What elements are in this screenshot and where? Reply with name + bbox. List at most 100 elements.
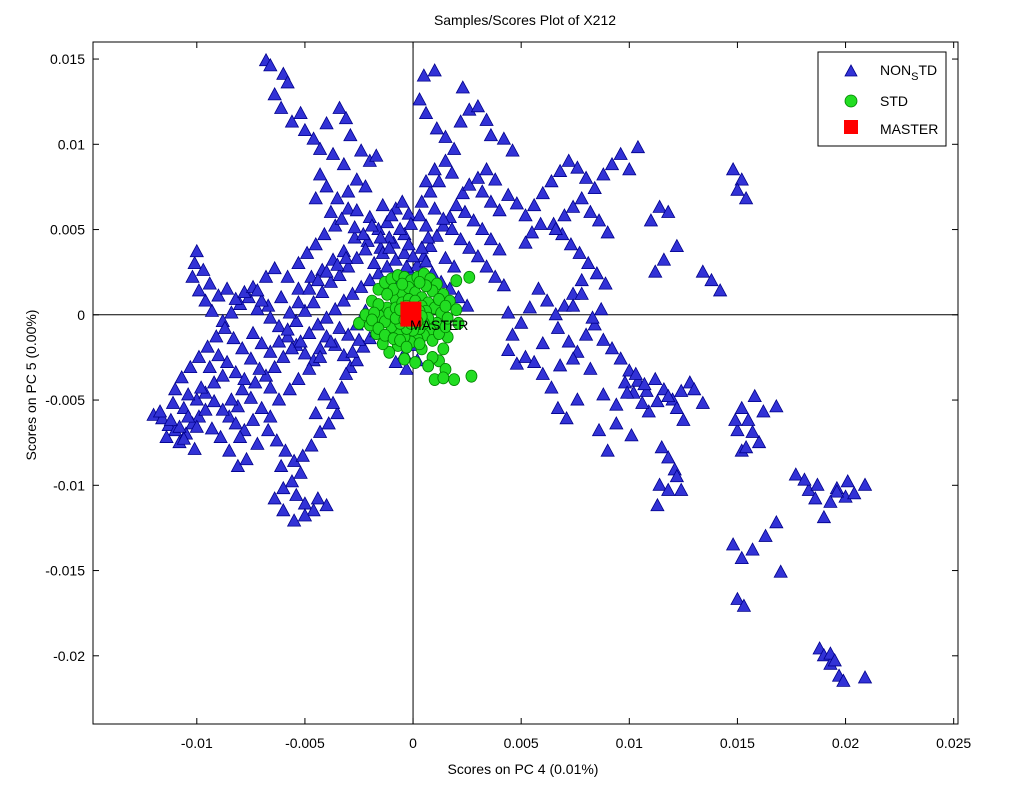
- point-nonstd: [585, 310, 600, 324]
- point-nonstd: [269, 433, 284, 447]
- point-nonstd: [455, 80, 470, 94]
- point-nonstd: [319, 497, 334, 512]
- point-nonstd: [319, 264, 334, 278]
- point-nonstd: [501, 305, 516, 319]
- point-nonstd: [661, 450, 676, 464]
- point-nonstd: [276, 480, 291, 495]
- point-nonstd: [745, 424, 760, 438]
- point-nonstd: [596, 387, 611, 401]
- point-nonstd: [185, 269, 200, 283]
- x-tick-label: 0.015: [720, 735, 755, 751]
- point-nonstd: [345, 286, 360, 300]
- legend-box: [817, 51, 947, 147]
- point-nonstd: [312, 349, 328, 363]
- point-nonstd: [687, 381, 702, 396]
- point-nonstd: [356, 339, 371, 353]
- point-nonstd: [263, 380, 278, 394]
- point-nonstd: [604, 341, 620, 355]
- point-nonstd: [315, 284, 330, 299]
- point-nonstd: [436, 211, 451, 225]
- point-nonstd: [561, 334, 576, 348]
- point-nonstd: [524, 225, 540, 239]
- point-nonstd: [289, 487, 304, 501]
- point-nonstd: [418, 218, 434, 232]
- point-nonstd: [401, 206, 416, 220]
- point-nonstd: [334, 211, 349, 225]
- point-nonstd: [358, 242, 373, 256]
- point-nonstd: [379, 259, 395, 273]
- point-nonstd: [202, 359, 217, 374]
- point-nonstd: [596, 332, 611, 346]
- point-nonstd: [349, 250, 364, 264]
- point-nonstd: [548, 221, 563, 235]
- point-nonstd: [273, 100, 289, 114]
- point-nonstd: [847, 485, 862, 500]
- point-std: [450, 274, 463, 288]
- point-nonstd: [552, 358, 568, 372]
- point-nonstd: [518, 235, 533, 249]
- point-nonstd: [308, 237, 323, 251]
- point-nonstd: [211, 288, 226, 302]
- point-nonstd: [725, 162, 741, 176]
- point-nonstd: [650, 393, 665, 408]
- point-nonstd: [347, 220, 362, 234]
- point-nonstd: [219, 281, 235, 295]
- point-std: [450, 303, 463, 317]
- point-nonstd: [488, 269, 503, 283]
- point-nonstd: [306, 503, 321, 517]
- point-nonstd: [228, 364, 243, 379]
- point-std: [409, 356, 422, 369]
- point-nonstd: [736, 598, 752, 612]
- point-nonstd: [366, 255, 382, 270]
- point-nonstd: [332, 100, 347, 114]
- point-std: [452, 316, 465, 330]
- point-nonstd: [341, 201, 356, 215]
- point-nonstd: [535, 335, 550, 350]
- point-nonstd: [857, 477, 873, 491]
- y-tick-label: 0.005: [50, 222, 85, 238]
- point-nonstd: [412, 208, 427, 222]
- point-std: [383, 345, 396, 359]
- point-nonstd: [193, 380, 209, 394]
- point-nonstd: [421, 230, 436, 244]
- point-nonstd: [297, 508, 313, 522]
- point-nonstd: [349, 172, 364, 186]
- x-axis-title: Scores on PC 4 (0.01%): [448, 761, 599, 777]
- point-nonstd: [403, 216, 419, 230]
- point-std: [413, 337, 426, 351]
- point-nonstd: [243, 351, 259, 365]
- point-nonstd: [600, 225, 615, 239]
- point-nonstd: [570, 392, 585, 406]
- point-nonstd: [412, 92, 427, 106]
- point-nonstd: [561, 153, 576, 167]
- point-std: [439, 299, 452, 313]
- point-nonstd: [291, 371, 306, 385]
- y-tick-label: 0: [77, 307, 85, 323]
- legend-entry-master: MASTER: [880, 121, 938, 137]
- point-nonstd: [539, 293, 555, 307]
- point-nonstd: [628, 366, 643, 380]
- point-nonstd: [373, 230, 388, 244]
- point-std: [398, 352, 411, 366]
- point-nonstd: [243, 390, 259, 404]
- point-nonstd: [353, 143, 369, 157]
- point-nonstd: [319, 116, 334, 130]
- point-nonstd: [299, 245, 315, 259]
- point-nonstd: [362, 272, 377, 287]
- point-nonstd: [258, 269, 274, 283]
- point-nonstd: [643, 213, 659, 227]
- point-nonstd: [488, 172, 503, 186]
- plot-marks: [146, 52, 873, 687]
- point-nonstd: [191, 349, 207, 363]
- point-nonstd: [302, 361, 317, 375]
- point-nonstd: [189, 419, 204, 433]
- point-nonstd: [416, 68, 432, 82]
- point-nonstd: [557, 208, 572, 222]
- point-nonstd: [427, 201, 442, 215]
- point-nonstd: [438, 129, 453, 143]
- point-nonstd: [336, 293, 352, 307]
- chart-title: Samples/Scores Plot of X212: [434, 12, 616, 28]
- point-nonstd: [349, 352, 364, 367]
- point-nonstd: [637, 376, 652, 391]
